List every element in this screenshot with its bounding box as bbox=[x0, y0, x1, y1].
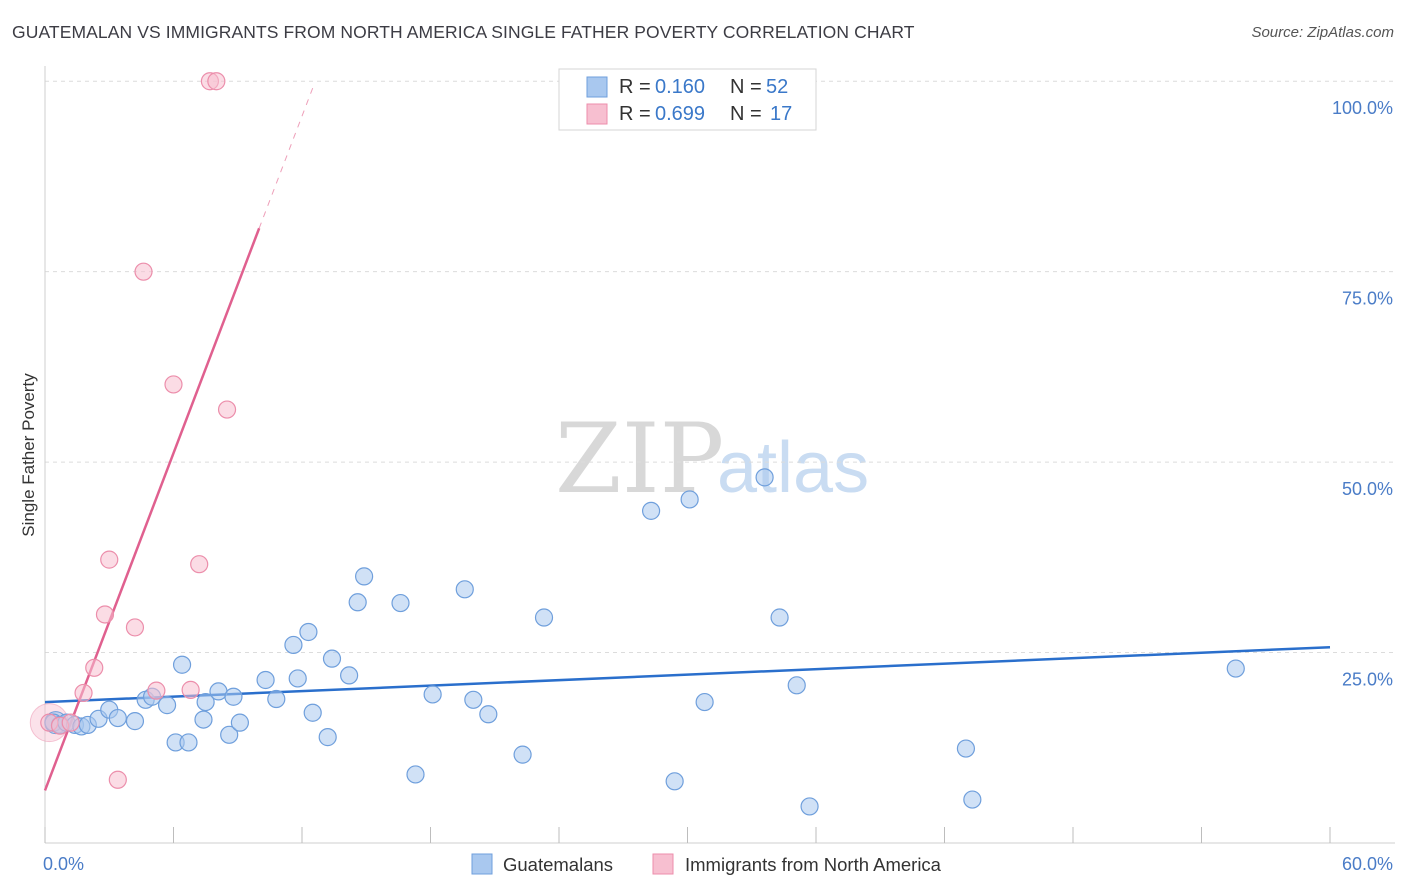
series-legend: Guatemalans Immigrants from North Americ… bbox=[471, 853, 942, 875]
legend-swatch-blue bbox=[586, 76, 608, 98]
point-s1-9 bbox=[134, 262, 153, 281]
point-s0-30 bbox=[340, 666, 359, 685]
point-s0-32 bbox=[355, 567, 374, 586]
point-s0-28 bbox=[318, 728, 337, 747]
point-s0-21 bbox=[230, 713, 249, 732]
point-s0-20 bbox=[224, 687, 243, 706]
legend-r-value-1: 0.160 bbox=[655, 76, 705, 98]
point-s0-8 bbox=[108, 708, 127, 728]
point-s0-36 bbox=[455, 580, 474, 599]
point-s0-16 bbox=[194, 710, 213, 729]
point-s0-27 bbox=[303, 703, 322, 722]
y-tick-labels: 25.0% 50.0% 75.0% 100.0% bbox=[1332, 98, 1393, 689]
legend-n-label-2: N = bbox=[730, 103, 762, 125]
axes bbox=[44, 66, 1395, 844]
series-label-immigrants: Immigrants from North America bbox=[685, 854, 942, 875]
y-tick-label-2: 75.0% bbox=[1342, 289, 1393, 309]
chart-title: GUATEMALAN VS IMMIGRANTS FROM NORTH AMER… bbox=[12, 22, 915, 42]
point-s1-3 bbox=[74, 683, 93, 703]
point-s0-23 bbox=[267, 689, 286, 709]
point-s0-37 bbox=[464, 690, 483, 709]
point-s0-50 bbox=[963, 790, 982, 809]
point-s1-6 bbox=[100, 550, 119, 569]
point-s0-14 bbox=[172, 655, 192, 674]
point-s1-8 bbox=[125, 618, 145, 637]
trend-line-0 bbox=[44, 645, 1331, 704]
point-s0-12 bbox=[157, 696, 177, 715]
point-s0-35 bbox=[423, 685, 442, 704]
watermark-zip: ZIP bbox=[555, 403, 724, 515]
point-s0-43 bbox=[680, 490, 699, 509]
point-s0-25 bbox=[288, 669, 307, 688]
point-s0-44 bbox=[695, 692, 714, 712]
y-tick-label-3: 100.0% bbox=[1332, 98, 1393, 118]
legend-n-value-1: 52 bbox=[766, 76, 788, 98]
point-s1-5 bbox=[95, 605, 115, 624]
legend-r-value-2: 0.699 bbox=[655, 103, 705, 125]
point-s0-45 bbox=[770, 608, 789, 627]
legend-swatch-pink bbox=[586, 103, 608, 125]
point-s0-9 bbox=[125, 712, 145, 731]
legend-r-label-2: R = bbox=[619, 103, 651, 125]
y-axis-label: Single Father Poverty bbox=[19, 373, 38, 537]
series-swatch-guatemalans bbox=[471, 853, 493, 875]
point-s1-7 bbox=[108, 770, 127, 789]
legend-r-label-1: R = bbox=[619, 76, 651, 98]
x-tick-labels: 0.0% 60.0% bbox=[43, 854, 1393, 874]
point-s0-17 bbox=[196, 692, 215, 712]
point-s1-11 bbox=[164, 375, 183, 394]
watermark-atlas: atlas bbox=[717, 428, 869, 508]
stats-legend: R = 0.160 N = 52 R = 0.699 N = 17 bbox=[558, 68, 817, 131]
series-label-guatemalans: Guatemalans bbox=[503, 854, 613, 875]
point-s0-34 bbox=[406, 765, 425, 784]
point-s0-49 bbox=[956, 739, 976, 758]
point-s1-12 bbox=[181, 680, 200, 699]
point-s0-22 bbox=[256, 670, 275, 690]
point-s0-29 bbox=[322, 649, 342, 668]
point-s0-19 bbox=[220, 725, 239, 744]
point-s1-2 bbox=[61, 713, 80, 732]
point-s0-48 bbox=[755, 468, 774, 487]
legend-n-value-2: 17 bbox=[770, 103, 792, 125]
point-s0-26 bbox=[299, 622, 318, 642]
point-s0-39 bbox=[513, 745, 532, 764]
point-s1-16 bbox=[217, 400, 237, 419]
x-tick-label-1: 60.0% bbox=[1342, 854, 1393, 874]
source-label: Source: ZipAtlas.com bbox=[1251, 24, 1394, 41]
data-points bbox=[29, 72, 1245, 816]
point-s0-42 bbox=[665, 772, 684, 791]
point-s0-46 bbox=[787, 676, 806, 695]
point-s1-10 bbox=[147, 681, 166, 700]
trend-line-extension-1 bbox=[258, 87, 314, 229]
point-s0-41 bbox=[641, 501, 661, 520]
point-s0-33 bbox=[391, 593, 410, 613]
point-s0-31 bbox=[348, 593, 367, 612]
y-tick-label-1: 50.0% bbox=[1342, 479, 1393, 499]
y-tick-label-0: 25.0% bbox=[1342, 670, 1393, 690]
point-s1-15 bbox=[207, 72, 226, 91]
gridlines bbox=[45, 80, 1395, 654]
legend-n-label-1: N = bbox=[730, 76, 762, 98]
point-s0-38 bbox=[479, 705, 498, 724]
series-swatch-immigrants bbox=[652, 853, 674, 875]
x-tick-label-0: 0.0% bbox=[43, 854, 84, 874]
point-s1-4 bbox=[85, 658, 104, 677]
point-s0-51 bbox=[1226, 659, 1245, 678]
point-s0-15 bbox=[179, 733, 198, 752]
point-s0-24 bbox=[284, 635, 303, 655]
point-s0-47 bbox=[800, 797, 819, 816]
point-s1-13 bbox=[190, 555, 209, 574]
point-s0-40 bbox=[534, 608, 554, 627]
